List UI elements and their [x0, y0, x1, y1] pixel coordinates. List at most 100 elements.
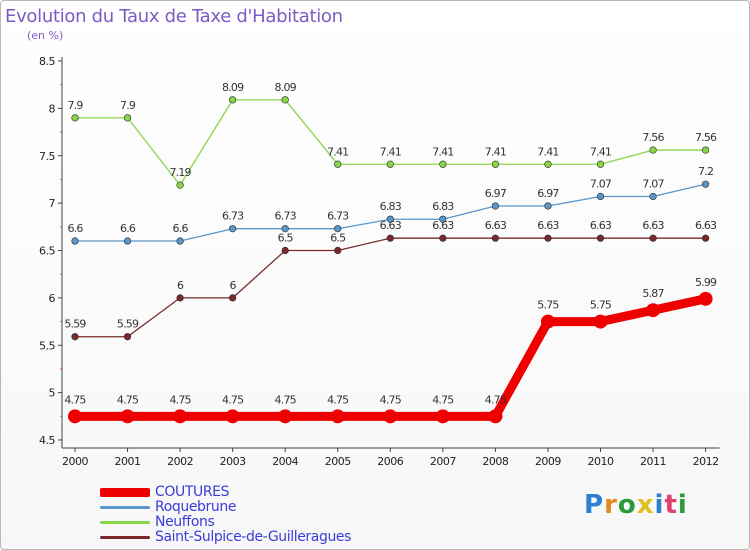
data-label-neuffons: 7.41 — [380, 145, 401, 158]
data-label-saint-sulpice-de-guilleragues: 5.59 — [117, 318, 139, 331]
data-label-roquebrune: 6.97 — [537, 187, 559, 200]
data-point-saint-sulpice-de-guilleragues — [649, 234, 657, 242]
data-label-coutures: 4.75 — [222, 393, 244, 406]
data-point-coutures — [383, 409, 398, 424]
x-tick-label: 2001 — [115, 455, 141, 468]
data-label-coutures: 4.75 — [380, 393, 402, 406]
data-label-roquebrune: 6.6 — [120, 222, 136, 235]
data-label-coutures: 4.75 — [432, 393, 454, 406]
data-point-roquebrune — [281, 225, 289, 233]
data-point-roquebrune — [491, 202, 500, 210]
data-label-roquebrune: 6.6 — [173, 222, 189, 235]
data-point-neuffons — [176, 181, 184, 189]
x-tick-label: 2009 — [535, 455, 561, 468]
legend-label: Neuffons — [155, 514, 215, 530]
data-label-saint-sulpice-de-guilleragues: 6.63 — [695, 219, 717, 232]
data-point-coutures — [593, 314, 608, 329]
data-point-saint-sulpice-de-guilleragues — [71, 333, 79, 341]
data-label-coutures: 4.75 — [117, 393, 139, 406]
data-point-saint-sulpice-de-guilleragues — [176, 294, 184, 302]
data-point-coutures — [330, 409, 345, 424]
data-point-neuffons — [123, 114, 132, 122]
x-tick-label: 2006 — [377, 455, 403, 468]
data-label-roquebrune: 7.2 — [698, 165, 713, 178]
logo-letter: o — [617, 490, 637, 520]
data-point-roquebrune — [439, 215, 447, 223]
data-point-saint-sulpice-de-guilleragues — [596, 234, 605, 242]
data-label-neuffons: 7.56 — [695, 131, 717, 144]
data-label-roquebrune: 6.73 — [275, 210, 297, 223]
legend-swatch — [100, 488, 150, 497]
x-tick-label: 2010 — [588, 455, 614, 468]
y-tick-label: 5.5 — [39, 339, 55, 352]
logo-letter: i — [677, 490, 688, 520]
data-point-roquebrune — [386, 215, 394, 223]
data-point-neuffons — [649, 146, 657, 154]
x-tick-label: 2011 — [640, 455, 666, 468]
data-point-roquebrune — [229, 225, 237, 233]
data-label-neuffons: 7.9 — [67, 99, 83, 112]
data-label-saint-sulpice-de-guilleragues: 6 — [177, 279, 184, 292]
y-tick-label: 6.5 — [39, 245, 55, 258]
legend-swatch — [100, 506, 150, 509]
data-label-saint-sulpice-de-guilleragues: 6.63 — [642, 219, 664, 232]
data-label-neuffons: 7.41 — [485, 145, 506, 158]
data-label-neuffons: 7.56 — [642, 131, 664, 144]
data-label-roquebrune: 7.07 — [642, 177, 664, 190]
data-point-neuffons — [701, 146, 710, 154]
data-point-saint-sulpice-de-guilleragues — [281, 246, 289, 255]
data-point-saint-sulpice-de-guilleragues — [544, 234, 552, 242]
y-tick-label: 7 — [49, 197, 56, 210]
data-label-neuffons: 8.09 — [222, 81, 244, 94]
data-label-neuffons: 7.41 — [327, 145, 348, 158]
logo-letter: r — [604, 490, 618, 520]
y-tick-label: 5 — [49, 387, 56, 400]
data-point-coutures — [120, 409, 135, 424]
data-label-neuffons: 7.41 — [432, 145, 453, 158]
data-point-saint-sulpice-de-guilleragues — [491, 234, 500, 242]
data-label-saint-sulpice-de-guilleragues: 6.63 — [432, 219, 454, 232]
data-point-neuffons — [386, 160, 394, 168]
data-label-saint-sulpice-de-guilleragues: 6.63 — [380, 219, 402, 232]
data-point-neuffons — [281, 96, 289, 104]
data-point-neuffons — [229, 96, 237, 104]
data-point-roquebrune — [71, 237, 79, 245]
data-label-roquebrune: 6.6 — [67, 222, 83, 235]
y-tick-label: 6 — [49, 292, 56, 305]
data-point-roquebrune — [596, 192, 605, 201]
data-point-saint-sulpice-de-guilleragues — [386, 234, 394, 242]
data-point-coutures — [68, 409, 82, 424]
data-label-saint-sulpice-de-guilleragues: 6.5 — [278, 232, 294, 245]
logo-letter: t — [664, 490, 678, 520]
data-label-neuffons: 7.9 — [120, 99, 136, 112]
logo-letter: x — [636, 490, 655, 520]
data-point-coutures — [488, 409, 503, 424]
data-label-roquebrune: 6.73 — [222, 210, 244, 223]
x-tick-label: 2002 — [167, 455, 193, 468]
data-label-neuffons: 8.09 — [275, 81, 297, 94]
data-point-neuffons — [439, 160, 447, 168]
x-tick-label: 2005 — [325, 455, 351, 468]
data-point-saint-sulpice-de-guilleragues — [439, 234, 447, 242]
x-tick-label: 2003 — [220, 455, 246, 468]
data-point-coutures — [540, 314, 555, 329]
data-point-coutures — [173, 409, 188, 424]
x-tick-label: 2012 — [693, 455, 719, 468]
data-label-coutures: 4.75 — [275, 393, 297, 406]
data-label-saint-sulpice-de-guilleragues: 6.63 — [485, 219, 507, 232]
data-point-neuffons — [596, 160, 605, 168]
legend-swatch — [100, 521, 150, 524]
data-point-neuffons — [544, 160, 552, 168]
logo-letter: i — [654, 490, 665, 520]
data-point-saint-sulpice-de-guilleragues — [229, 294, 237, 302]
data-label-coutures: 5.87 — [642, 287, 664, 300]
data-point-coutures — [698, 291, 713, 306]
data-label-saint-sulpice-de-guilleragues: 6.63 — [590, 219, 612, 232]
x-tick-label: 2000 — [62, 455, 88, 468]
data-label-coutures: 4.75 — [485, 393, 507, 406]
data-label-coutures: 4.75 — [64, 393, 86, 406]
data-label-saint-sulpice-de-guilleragues: 6 — [230, 279, 237, 292]
data-label-neuffons: 7.41 — [537, 145, 558, 158]
legend-swatch — [100, 536, 150, 539]
